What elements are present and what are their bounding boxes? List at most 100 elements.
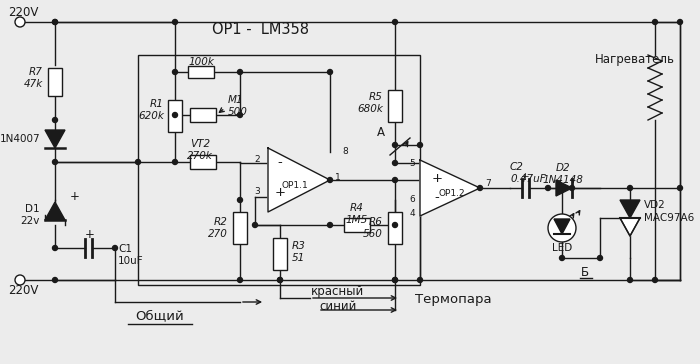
Circle shape xyxy=(678,20,682,24)
Circle shape xyxy=(393,178,398,182)
Text: R7
47k: R7 47k xyxy=(24,67,43,89)
Text: +: + xyxy=(431,171,442,185)
Circle shape xyxy=(598,256,603,261)
Text: -: - xyxy=(278,157,282,170)
Circle shape xyxy=(277,277,283,282)
Circle shape xyxy=(277,277,283,282)
Circle shape xyxy=(627,277,633,282)
Polygon shape xyxy=(420,160,480,216)
Text: VT2
270k: VT2 270k xyxy=(187,139,213,161)
Circle shape xyxy=(237,70,242,75)
Circle shape xyxy=(548,214,576,242)
Circle shape xyxy=(559,186,564,190)
Circle shape xyxy=(570,186,575,190)
Text: C1
10uF: C1 10uF xyxy=(118,244,144,266)
Polygon shape xyxy=(45,202,65,220)
Text: 6: 6 xyxy=(410,195,415,205)
Circle shape xyxy=(237,198,242,202)
Polygon shape xyxy=(268,148,330,212)
Text: 220V: 220V xyxy=(8,5,38,19)
Text: LED: LED xyxy=(552,243,572,253)
Text: 4: 4 xyxy=(410,209,415,218)
Text: D1
22v: D1 22v xyxy=(20,204,40,226)
Text: -: - xyxy=(435,191,440,205)
Bar xyxy=(273,238,287,270)
Circle shape xyxy=(52,20,57,24)
Circle shape xyxy=(417,277,423,282)
Circle shape xyxy=(678,186,682,190)
Text: R2
270: R2 270 xyxy=(208,217,228,239)
Text: Нагреватель: Нагреватель xyxy=(595,54,675,67)
Text: D2
1N4148: D2 1N4148 xyxy=(542,163,583,185)
Polygon shape xyxy=(620,200,640,218)
Bar xyxy=(388,212,402,244)
Circle shape xyxy=(627,186,633,190)
Text: 3: 3 xyxy=(254,187,260,197)
Circle shape xyxy=(253,222,258,228)
Polygon shape xyxy=(45,130,65,148)
Text: +: + xyxy=(85,229,95,241)
Text: R1
620k: R1 620k xyxy=(138,99,164,121)
Bar xyxy=(190,155,216,169)
Circle shape xyxy=(393,222,398,228)
Circle shape xyxy=(52,159,57,165)
Bar xyxy=(48,68,62,96)
Circle shape xyxy=(559,256,564,261)
Circle shape xyxy=(52,118,57,123)
Bar xyxy=(344,218,370,232)
Polygon shape xyxy=(554,219,570,234)
Circle shape xyxy=(417,142,423,147)
Circle shape xyxy=(172,159,178,165)
Circle shape xyxy=(172,20,178,24)
Text: OP1.1: OP1.1 xyxy=(281,181,309,190)
Text: 100k: 100k xyxy=(188,57,214,67)
Text: R6
560: R6 560 xyxy=(363,217,383,239)
Text: R4
1M5: R4 1M5 xyxy=(346,203,368,225)
Circle shape xyxy=(237,277,242,282)
Circle shape xyxy=(52,277,57,282)
Polygon shape xyxy=(556,180,572,196)
Text: +: + xyxy=(521,172,529,182)
Text: 220V: 220V xyxy=(8,284,38,297)
Text: OP1 -  LM358: OP1 - LM358 xyxy=(211,23,309,37)
Circle shape xyxy=(328,222,332,228)
Circle shape xyxy=(393,277,398,282)
Circle shape xyxy=(328,178,332,182)
Text: синий: синий xyxy=(319,300,357,313)
Text: R5
680k: R5 680k xyxy=(357,92,383,114)
Circle shape xyxy=(393,277,398,282)
Circle shape xyxy=(393,142,398,147)
Circle shape xyxy=(237,112,242,118)
Bar xyxy=(190,108,216,122)
Text: Термопара: Термопара xyxy=(415,293,491,306)
Text: 1N4007: 1N4007 xyxy=(0,134,40,144)
Circle shape xyxy=(328,70,332,75)
Circle shape xyxy=(15,275,25,285)
Text: OP1.2: OP1.2 xyxy=(439,189,466,198)
Circle shape xyxy=(172,112,178,118)
Text: красный: красный xyxy=(312,285,365,298)
Text: R3
51: R3 51 xyxy=(292,241,306,263)
Text: +: + xyxy=(274,186,286,198)
Circle shape xyxy=(15,17,25,27)
Text: 8: 8 xyxy=(342,147,348,157)
Circle shape xyxy=(393,20,398,24)
Circle shape xyxy=(652,20,657,24)
Text: 2: 2 xyxy=(254,155,260,165)
Bar xyxy=(168,100,182,132)
Circle shape xyxy=(52,245,57,250)
Text: VD2: VD2 xyxy=(644,200,666,210)
Circle shape xyxy=(113,245,118,250)
Circle shape xyxy=(477,186,482,190)
Polygon shape xyxy=(620,218,640,236)
Text: C2
0.47uF: C2 0.47uF xyxy=(510,162,546,184)
Circle shape xyxy=(136,159,141,165)
Text: A: A xyxy=(377,127,385,139)
Circle shape xyxy=(545,186,550,190)
Bar xyxy=(233,212,247,244)
Text: M1
500: M1 500 xyxy=(228,95,248,117)
Text: 1: 1 xyxy=(335,174,341,182)
Text: MAC97A6: MAC97A6 xyxy=(644,213,694,223)
Text: Общий: Общий xyxy=(136,309,184,323)
Circle shape xyxy=(172,70,178,75)
